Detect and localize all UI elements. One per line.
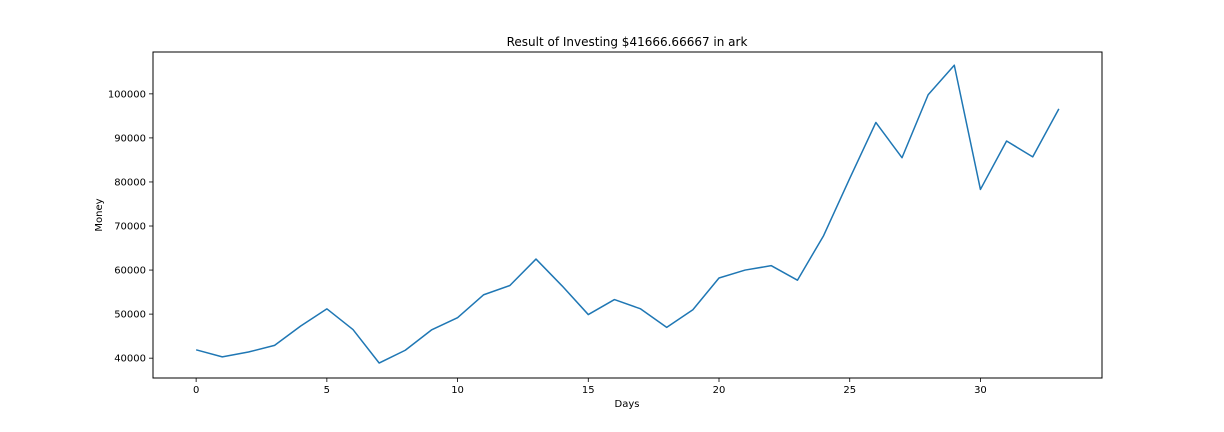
y-tick-label: 70000	[114, 222, 146, 233]
plot-area	[152, 51, 1103, 379]
y-tick-label: 40000	[114, 354, 146, 365]
x-tick-label: 0	[193, 385, 199, 396]
y-tick-label: 80000	[114, 177, 146, 188]
x-tick-label: 20	[713, 385, 726, 396]
y-axis-ticks: 40000 50000 60000 70000 80000 90000 100000	[108, 89, 153, 365]
y-tick-label: 50000	[114, 310, 146, 321]
x-axis-ticks: 0 5 10 15 20 25 30	[193, 378, 987, 396]
x-tick-label: 25	[843, 385, 856, 396]
x-tick-label: 5	[324, 385, 330, 396]
y-tick-label: 60000	[114, 266, 146, 277]
x-tick-label: 15	[582, 385, 595, 396]
y-axis-label: Money	[94, 198, 105, 231]
y-tick-label: 100000	[108, 89, 146, 100]
x-axis-label: Days	[615, 399, 640, 410]
chart-title: Result of Investing $41666.66667 in ark	[507, 35, 748, 49]
series-layer	[195, 64, 1060, 364]
x-tick-label: 10	[451, 385, 464, 396]
y-tick-label: 90000	[114, 133, 146, 144]
x-tick-label: 30	[974, 385, 987, 396]
series-line	[195, 64, 1060, 364]
